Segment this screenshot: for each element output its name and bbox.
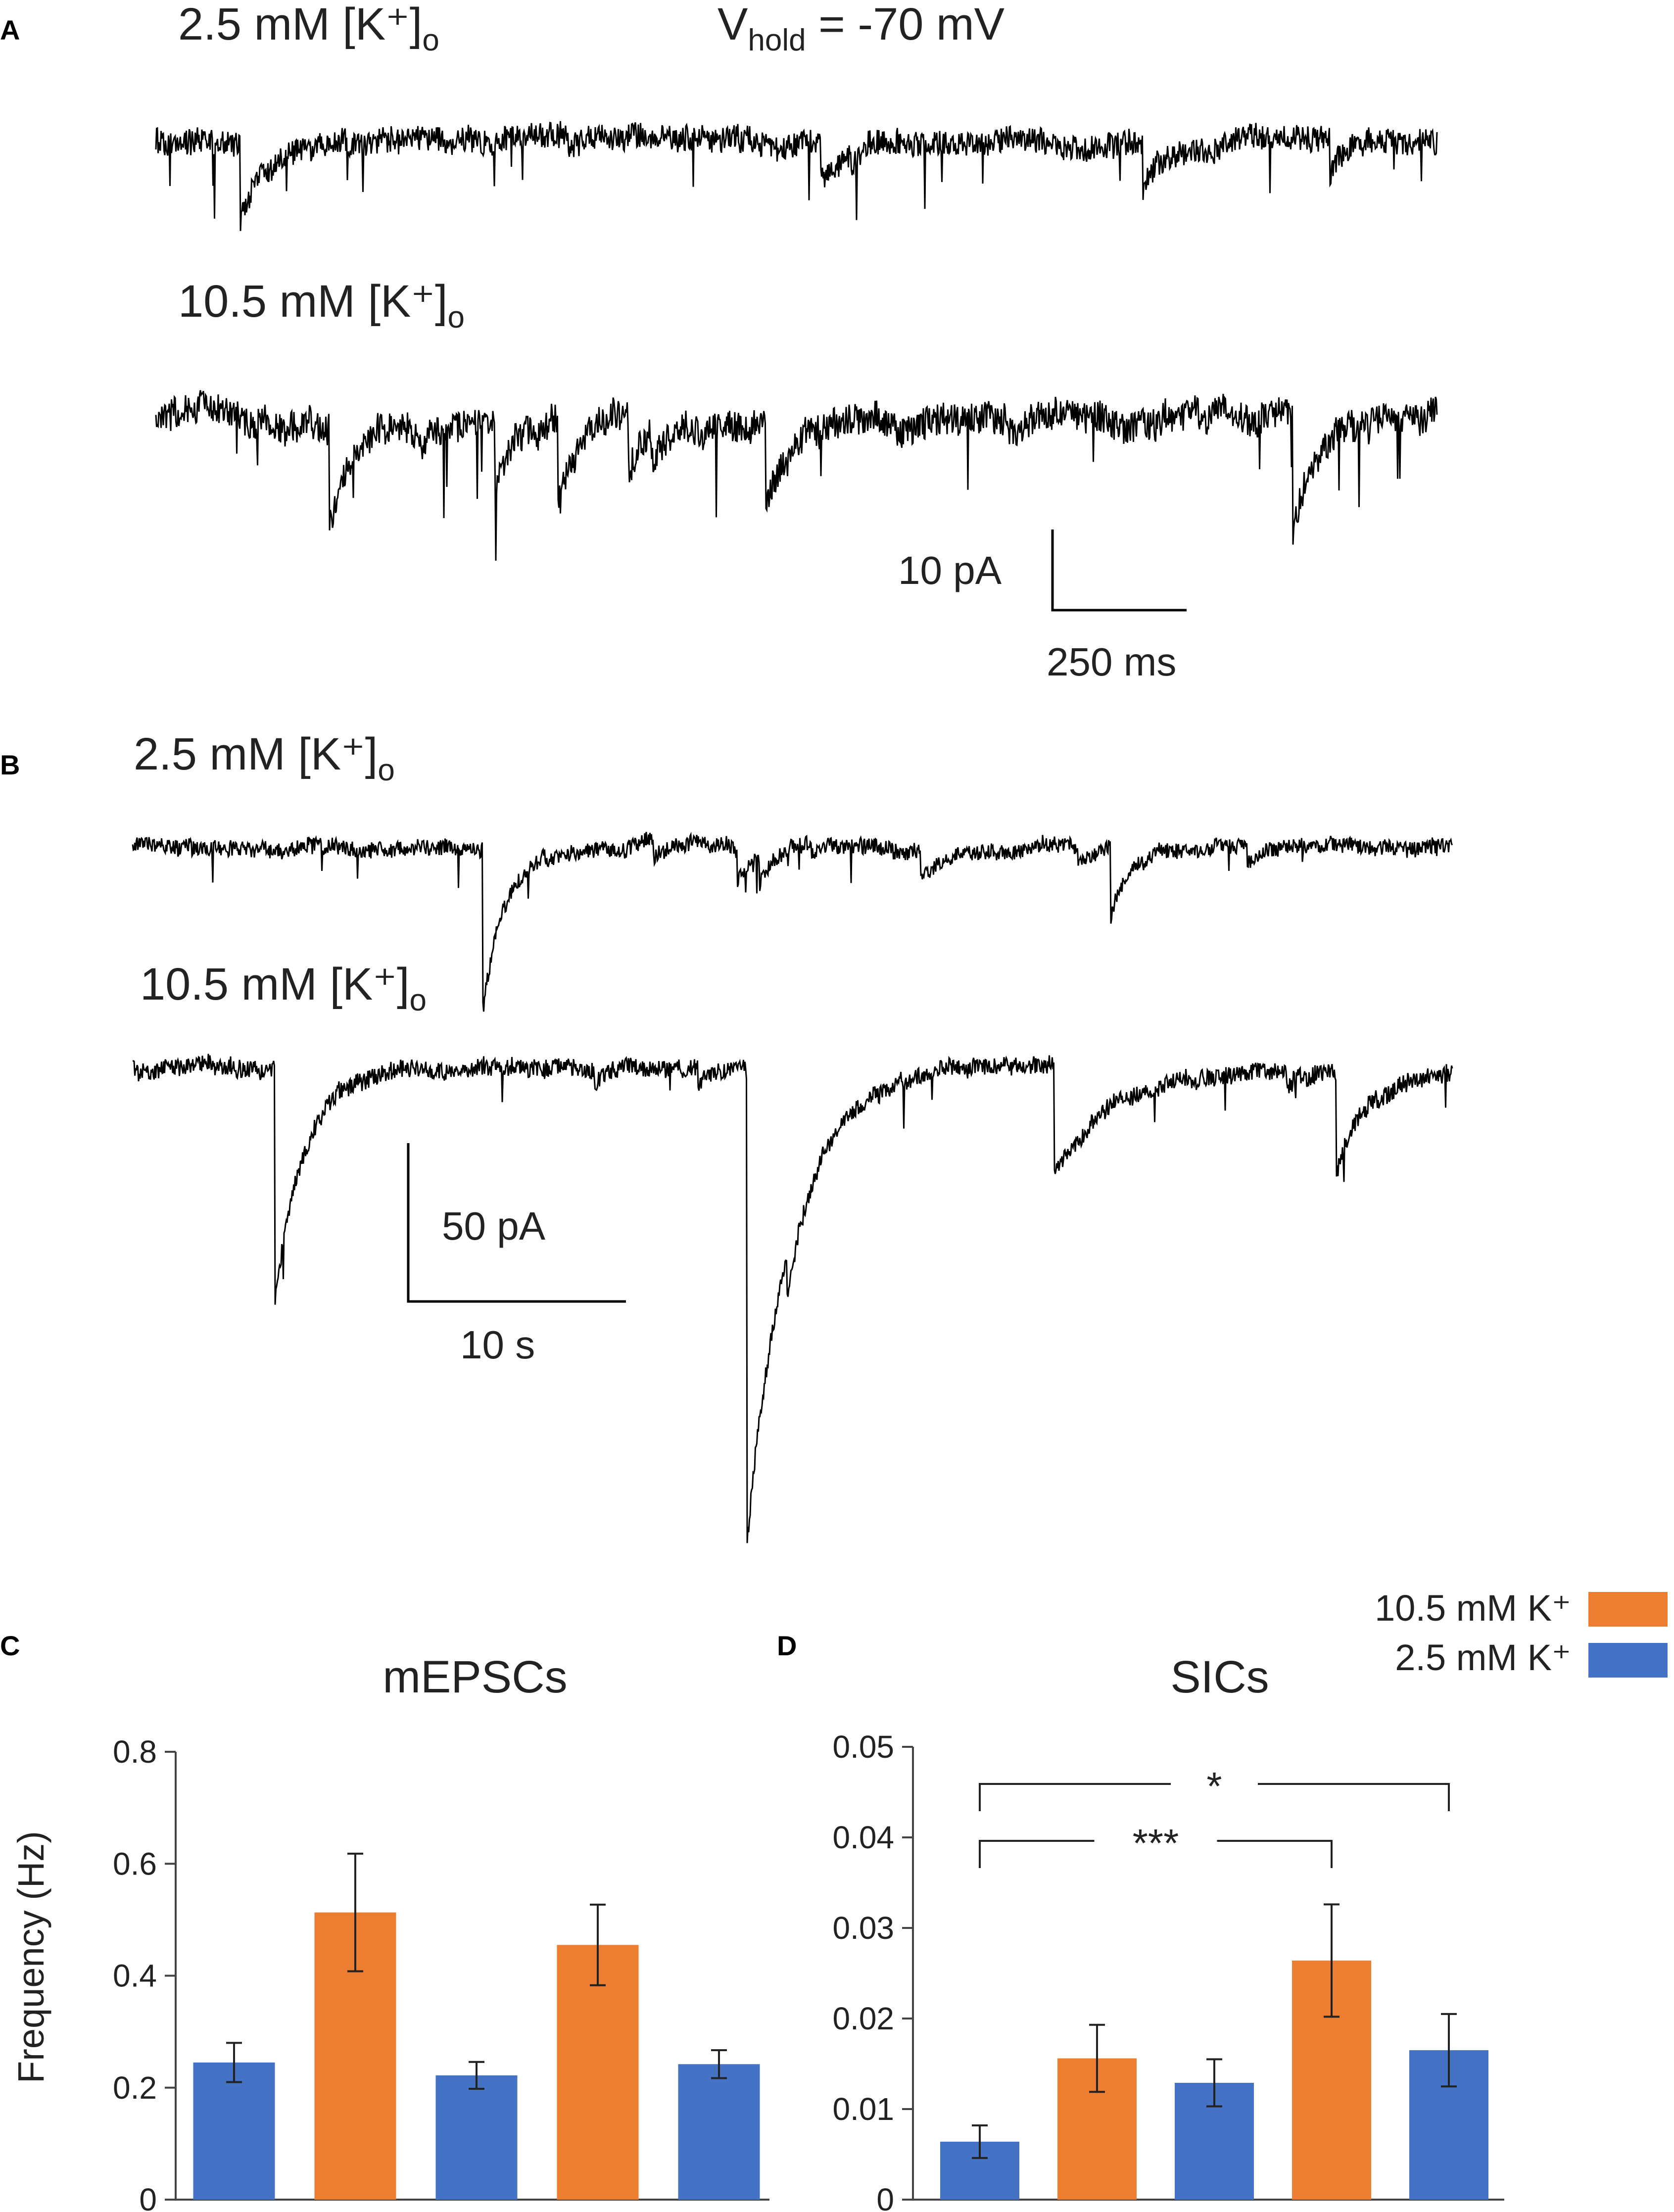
significance-bracket [979,1783,1450,1811]
y-tick-label: 0.05 [832,1729,894,1765]
panel-letter-a: A [0,14,20,46]
error-bar [1089,2023,1105,2093]
error-bar [972,2124,988,2159]
panel-letter-b: B [0,749,20,780]
y-tick-label: 0.04 [832,1820,894,1855]
panel-a-scale-y: 10 pA [898,548,1002,592]
panel-a-trace1-label: 2.5 mM [K⁺]o [178,0,439,57]
panel-b-scale-x: 10 s [460,1323,535,1367]
significance-label: * [1206,1764,1222,1808]
legend-label-10-5mm: 10.5 mM K⁺ [1375,1587,1571,1629]
panel-a-vhold-label: Vhold = -70 mV [717,0,1004,57]
chart-d-plot: 00.010.020.030.040.05**** [832,1729,1504,2212]
error-bar [711,2049,727,2079]
significance-bracket [979,1840,1333,1868]
panel-a-trace-10-5mm [155,390,1438,561]
error-bar [469,2061,484,2090]
error-bar [226,2042,242,2083]
panel-b-trace-10-5mm [132,1054,1453,1543]
y-tick-label: 0.02 [832,2001,894,2036]
y-tick-label: 0.01 [832,2091,894,2127]
legend: 10.5 mM K⁺ 2.5 mM K⁺ [1375,1587,1668,1678]
panel-b-trace1-label: 2.5 mM [K⁺]o [134,729,395,787]
chart-c-plot: 0 0.2 0.4 0.6 0.8 [113,1734,769,2212]
bar [678,2064,760,2200]
chart-d-title: SICs [1170,1652,1269,1702]
y-tick-label: 0.8 [113,1734,157,1770]
panel-a-scale-bar: 10 pA 250 ms [898,529,1187,684]
bar [193,2062,275,2200]
chart-c-ylabel: Frequency (Hz) [10,1831,51,2083]
legend-swatch-10-5mm [1588,1592,1668,1627]
panel-a-scale-x: 250 ms [1047,640,1176,684]
panel-letter-d: D [777,1630,797,1661]
bar [435,2075,518,2200]
error-bar [1324,1903,1339,2018]
chart-c-title: mEPSCs [383,1652,567,1702]
y-tick-label: 0 [876,2182,894,2212]
y-tick-label: 0.2 [113,2070,157,2106]
legend-swatch-2-5mm [1588,1643,1668,1678]
panel-b: B 2.5 mM [K⁺]o 10.5 mM [K⁺]o 50 pA 10 s [0,729,1453,1543]
error-bar [590,1903,606,1986]
error-bar [1441,2013,1457,2088]
panel-b-scale-y: 50 pA [442,1204,546,1248]
bar [557,1945,639,2200]
panel-a-trace-2-5mm [155,121,1438,231]
y-tick-label: 0 [139,2182,157,2212]
legend-label-2-5mm: 2.5 mM K⁺ [1395,1637,1571,1678]
panel-b-trace2-label: 10.5 mM [K⁺]o [140,959,427,1017]
panel-b-trace-2-5mm [132,831,1453,1012]
significance-label: *** [1133,1821,1179,1865]
y-tick-label: 0.6 [113,1846,157,1881]
y-tick-label: 0.03 [832,1910,894,1946]
panel-a-trace2-label: 10.5 mM [K⁺]o [178,276,465,335]
error-bar [1206,2058,1222,2108]
error-bar [347,1852,363,1972]
panel-c: C mEPSCs Frequency (Hz) 0 0.2 0.4 0.6 0.8 [0,1630,769,2212]
panel-a: A 2.5 mM [K⁺]o Vhold = -70 mV 10.5 mM [K… [0,0,1438,684]
panel-d: D SICs 00.010.020.030.040.05**** [777,1630,1504,2212]
panel-letter-c: C [0,1630,20,1661]
y-tick-label: 0.4 [113,1958,157,1994]
panel-b-scale-bar: 50 pA 10 s [407,1143,626,1367]
